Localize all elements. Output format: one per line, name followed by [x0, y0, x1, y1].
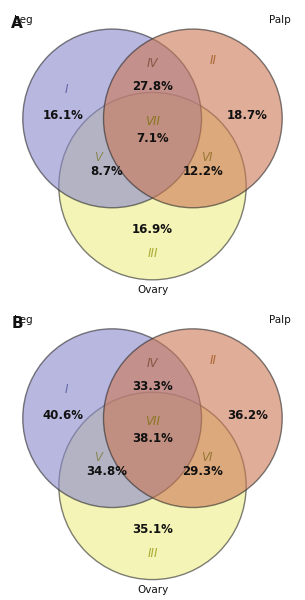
Circle shape — [59, 392, 246, 580]
Text: I: I — [64, 83, 68, 96]
Circle shape — [23, 329, 202, 508]
Text: II: II — [210, 54, 217, 67]
Text: VII: VII — [145, 415, 160, 428]
Text: 27.8%: 27.8% — [132, 80, 173, 93]
Text: III: III — [147, 547, 158, 560]
Text: Leg: Leg — [14, 315, 33, 325]
Text: IV: IV — [147, 357, 158, 370]
Text: B: B — [11, 316, 23, 331]
Text: Palp: Palp — [269, 16, 291, 25]
Text: IV: IV — [147, 57, 158, 70]
Text: 35.1%: 35.1% — [132, 523, 173, 536]
Text: 16.9%: 16.9% — [132, 223, 173, 236]
Text: 34.8%: 34.8% — [86, 465, 127, 478]
Text: 36.2%: 36.2% — [227, 409, 268, 422]
Circle shape — [23, 29, 202, 208]
Text: 16.1%: 16.1% — [43, 109, 84, 122]
Text: 29.3%: 29.3% — [182, 465, 223, 478]
Text: III: III — [147, 247, 158, 260]
Text: VII: VII — [145, 115, 160, 128]
Text: VI: VI — [202, 451, 213, 464]
Text: 8.7%: 8.7% — [90, 165, 123, 178]
Text: Ovary: Ovary — [137, 285, 168, 295]
Text: Palp: Palp — [269, 315, 291, 325]
Text: 12.2%: 12.2% — [183, 165, 223, 178]
Text: 7.1%: 7.1% — [136, 132, 169, 145]
Text: VI: VI — [202, 151, 213, 164]
Text: Leg: Leg — [14, 16, 33, 25]
Text: 33.3%: 33.3% — [132, 380, 173, 393]
Text: II: II — [210, 354, 217, 367]
Text: V: V — [94, 151, 102, 164]
Circle shape — [103, 329, 282, 508]
Text: I: I — [64, 383, 68, 396]
Circle shape — [103, 29, 282, 208]
Text: 40.6%: 40.6% — [43, 409, 84, 422]
Circle shape — [59, 92, 246, 280]
Text: Ovary: Ovary — [137, 584, 168, 595]
Text: A: A — [11, 16, 23, 31]
Text: 18.7%: 18.7% — [227, 109, 268, 122]
Text: 38.1%: 38.1% — [132, 432, 173, 445]
Text: V: V — [94, 451, 102, 464]
